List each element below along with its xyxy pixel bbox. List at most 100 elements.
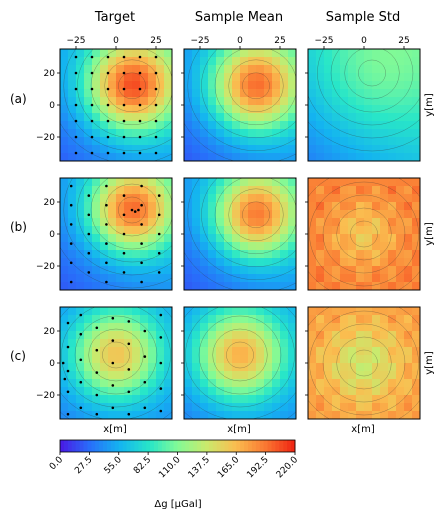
colorbar-segment	[83, 440, 88, 452]
field-cell	[208, 145, 217, 154]
field-cell	[240, 379, 249, 388]
field-cell	[380, 323, 389, 332]
field-cell	[348, 57, 357, 66]
field-cell	[108, 129, 117, 138]
field-cell	[60, 282, 69, 290]
colorbar-segment	[224, 440, 229, 452]
field-cell	[224, 403, 233, 412]
field-cell	[164, 339, 172, 348]
field-cell	[388, 202, 397, 211]
field-cell	[280, 411, 289, 419]
field-cell	[232, 137, 241, 146]
field-cell	[140, 49, 149, 58]
field-cell	[68, 411, 77, 419]
field-cell	[332, 355, 341, 364]
field-cell	[132, 355, 141, 364]
field-cell	[116, 331, 125, 340]
field-cell	[84, 395, 93, 404]
field-cell	[148, 97, 157, 106]
field-cell	[388, 242, 397, 251]
field-cell	[404, 105, 413, 114]
field-cell	[256, 178, 265, 187]
field-cell	[184, 411, 193, 419]
field-cell	[164, 210, 172, 219]
field-cell	[264, 331, 273, 340]
field-cell	[132, 242, 141, 251]
field-cell	[232, 81, 241, 90]
field-cell	[372, 282, 381, 290]
field-cell	[280, 153, 289, 161]
field-cell	[68, 371, 77, 380]
field-cell	[248, 178, 257, 187]
field-cell	[264, 258, 273, 267]
field-cell	[388, 153, 397, 161]
field-cell	[148, 347, 157, 356]
field-cell	[208, 379, 217, 388]
contour-line	[330, 49, 414, 113]
sample-point	[137, 208, 140, 212]
field-cell	[316, 210, 325, 219]
field-cell	[208, 331, 217, 340]
colorbar-segment	[220, 440, 225, 452]
field-cell	[184, 178, 193, 187]
field-cell	[92, 97, 101, 106]
field-cell	[60, 323, 69, 332]
field-cell	[264, 347, 273, 356]
field-cell	[372, 186, 381, 195]
sample-point	[105, 184, 108, 188]
field-cell	[224, 315, 233, 324]
field-cell	[156, 153, 165, 161]
colorbar-tick-label: 165.0	[216, 455, 241, 480]
field-cell	[412, 282, 420, 290]
contour-line	[60, 246, 172, 289]
field-cell	[372, 331, 381, 340]
contour-line	[309, 310, 419, 416]
field-cell	[248, 194, 257, 203]
field-cell	[216, 137, 225, 146]
field-cell	[164, 121, 172, 130]
field-cell	[208, 218, 217, 227]
field-cell	[356, 121, 365, 130]
field-cell	[356, 89, 365, 98]
field-cell	[148, 266, 157, 275]
sample-point	[122, 103, 126, 107]
field-cell	[340, 153, 349, 161]
field-cell	[116, 49, 125, 58]
field-cell	[60, 371, 69, 380]
field-cell	[348, 242, 357, 251]
field-cell	[84, 226, 93, 235]
colorbar-segment	[118, 440, 124, 452]
field-cell	[396, 202, 405, 211]
field-cell	[148, 105, 157, 114]
field-cell	[356, 315, 365, 324]
field-cell	[132, 274, 141, 283]
field-cell	[60, 411, 69, 419]
field-cell	[100, 274, 109, 283]
field-cell	[184, 331, 193, 340]
field-cell	[380, 250, 389, 259]
field-cell	[264, 274, 273, 283]
field-cell	[364, 339, 373, 348]
field-cell	[76, 218, 85, 227]
colorbar-segment	[212, 440, 218, 452]
field-cell	[232, 379, 241, 388]
sample-point	[106, 103, 110, 107]
field-cell	[332, 89, 341, 98]
field-cell	[92, 355, 101, 364]
field-cell	[340, 202, 349, 211]
field-cell	[216, 186, 225, 195]
colorbar-segment	[283, 440, 288, 452]
field-cell	[84, 218, 93, 227]
field-cell	[184, 194, 193, 203]
field-cell	[164, 202, 172, 211]
field-cell	[324, 65, 333, 74]
sample-point	[79, 332, 83, 336]
field-cell	[124, 274, 133, 283]
field-cell	[224, 153, 233, 161]
field-cell	[264, 121, 273, 130]
field-cell	[348, 218, 357, 227]
field-cell	[140, 274, 149, 283]
field-cell	[348, 226, 357, 235]
field-cell	[232, 49, 241, 58]
field-cell	[140, 113, 149, 122]
